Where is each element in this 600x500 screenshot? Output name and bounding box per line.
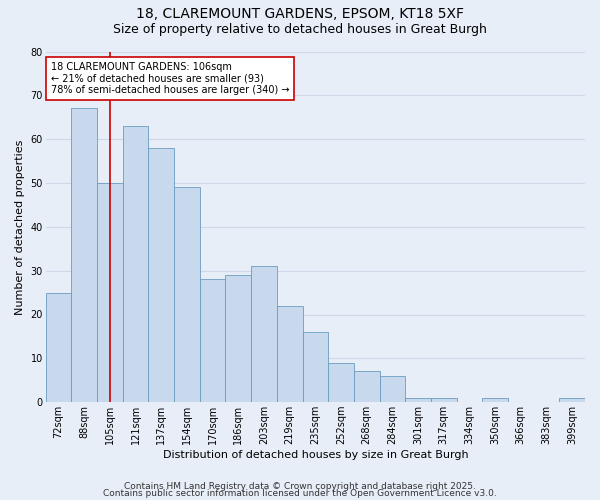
Y-axis label: Number of detached properties: Number of detached properties [15,139,25,314]
Bar [380,376,405,402]
Bar [148,148,174,402]
Text: Contains public sector information licensed under the Open Government Licence v3: Contains public sector information licen… [103,490,497,498]
Bar [431,398,457,402]
Bar [97,183,123,402]
Bar [328,362,354,402]
X-axis label: Distribution of detached houses by size in Great Burgh: Distribution of detached houses by size … [163,450,468,460]
Bar [277,306,302,402]
Bar [200,280,226,402]
Text: 18, CLAREMOUNT GARDENS, EPSOM, KT18 5XF: 18, CLAREMOUNT GARDENS, EPSOM, KT18 5XF [136,8,464,22]
Text: Size of property relative to detached houses in Great Burgh: Size of property relative to detached ho… [113,22,487,36]
Bar [123,126,148,402]
Bar [559,398,585,402]
Text: Contains HM Land Registry data © Crown copyright and database right 2025.: Contains HM Land Registry data © Crown c… [124,482,476,491]
Bar [405,398,431,402]
Bar [71,108,97,402]
Bar [46,292,71,402]
Bar [354,372,380,402]
Bar [251,266,277,402]
Bar [226,275,251,402]
Text: 18 CLAREMOUNT GARDENS: 106sqm
← 21% of detached houses are smaller (93)
78% of s: 18 CLAREMOUNT GARDENS: 106sqm ← 21% of d… [51,62,290,95]
Bar [174,188,200,402]
Bar [482,398,508,402]
Bar [302,332,328,402]
